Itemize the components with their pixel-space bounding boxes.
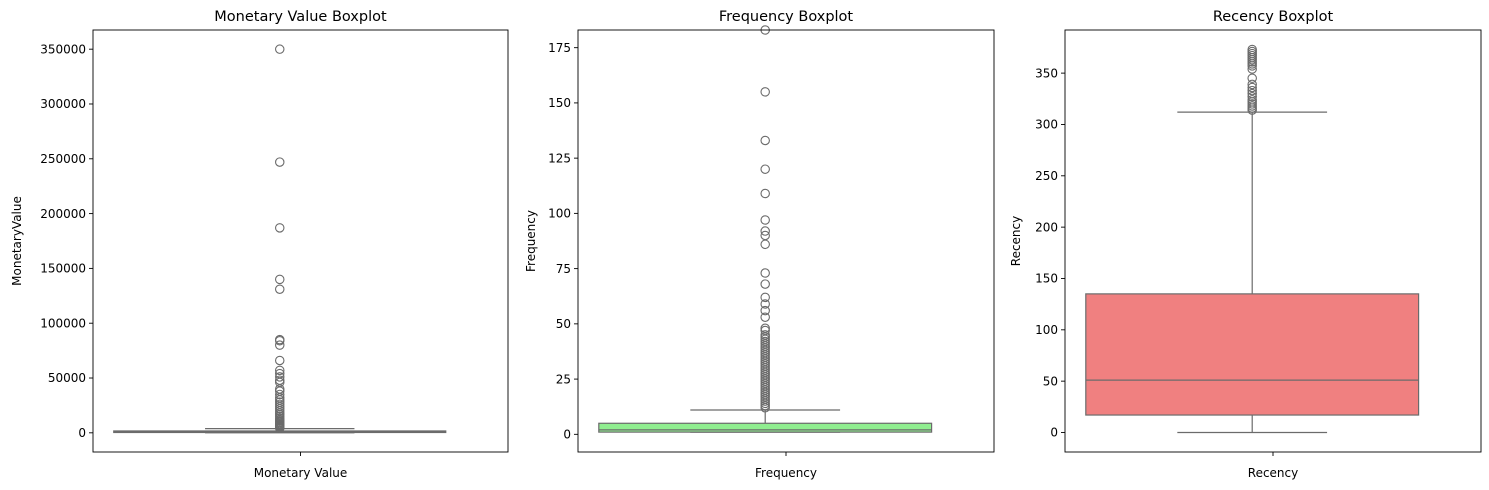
y-tick-label: 150 [1035,272,1058,286]
outlier-point [760,215,770,225]
outlier-point [1247,105,1257,115]
x-axis-label: Frequency [755,466,817,480]
outlier-point [760,299,770,309]
y-tick-label: 25 [556,372,571,386]
chart-title: Recency Boxplot [1213,9,1334,25]
outlier-point [1247,91,1257,102]
outlier-point [1247,61,1257,71]
outlier-point [274,355,285,366]
outlier-point [760,403,770,413]
y-tick-label: 100 [1035,323,1058,337]
outlier-point [1247,85,1257,96]
outlier-point [1247,79,1257,90]
y-tick-label: 150000 [40,262,86,276]
y-tick-label: 300 [1035,118,1058,132]
outlier-point [760,226,770,236]
chart-title: Frequency Boxplot [719,9,854,25]
plot-frame [92,29,509,453]
plot-frame [577,29,995,453]
y-tick-label: 200000 [40,207,86,221]
y-tick-label: 100 [548,207,571,221]
y-tick-label: 175 [548,41,571,55]
y-tick-label: 350000 [40,42,86,56]
outlier-point [274,44,285,54]
y-tick-label: 0 [1050,426,1058,440]
outlier-point [760,188,770,199]
y-tick-label: 0 [78,426,86,440]
outlier-point [760,305,770,316]
y-tick-label: 50 [556,317,571,331]
chart-title: Monetary Value Boxplot [214,9,387,25]
y-tick-label: 100000 [40,316,86,330]
y-tick-label: 50000 [48,371,86,385]
outlier-point [274,372,285,382]
y-tick-label: 0 [563,428,571,442]
outlier-point [760,135,770,146]
outlier-point [274,340,285,350]
outlier-point [274,223,285,233]
outlier-point [760,292,770,303]
y-tick-label: 350 [1035,66,1058,80]
outlier-point [274,335,285,346]
outlier-point [1247,73,1257,84]
iqr-box [1085,293,1420,416]
outlier-point [1247,64,1257,74]
outlier-point [760,312,770,322]
y-tick-label: 150 [548,96,571,110]
y-tick-label: 125 [548,151,571,165]
outlier-point [760,279,770,289]
outlier-point [760,87,770,97]
outlier-point [760,164,770,174]
outlier-point [760,268,770,278]
y-axis-label: Recency [1009,216,1023,266]
outlier-point [274,284,285,294]
outlier-point [274,274,285,285]
outlier-point [274,423,285,433]
y-tick-label: 250 [1035,169,1058,183]
x-axis-label: Monetary Value [254,466,348,480]
x-axis-label: Recency [1248,466,1298,480]
y-tick-label: 200 [1035,220,1058,234]
iqr-box [598,422,933,433]
y-tick-label: 75 [556,262,571,276]
y-axis-label: Frequency [524,210,538,272]
outlier-point [274,389,285,400]
y-tick-label: 300000 [40,97,86,111]
outlier-point [274,365,285,376]
y-tick-label: 250000 [40,152,86,166]
y-tick-label: 50 [1043,374,1058,388]
outlier-point [760,239,770,250]
outlier-point [1247,82,1257,93]
y-axis-label: MonetaryValue [10,196,24,286]
outlier-point [274,157,285,167]
